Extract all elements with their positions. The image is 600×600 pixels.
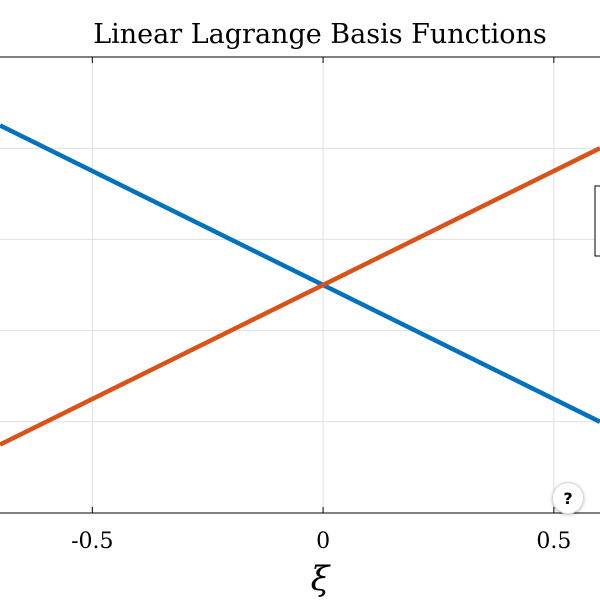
text: Linear Lagrange Basis Functions ξ -0.5 0 0… bbox=[71, 19, 571, 599]
x-tick-label-2: 0.5 bbox=[536, 529, 571, 554]
help-icon: ? bbox=[563, 488, 573, 508]
chart-title: Linear Lagrange Basis Functions bbox=[93, 19, 547, 50]
grid bbox=[0, 57, 600, 513]
series-line-1 bbox=[0, 146, 600, 447]
plot-lines bbox=[0, 123, 600, 447]
series-line-0 bbox=[0, 123, 600, 424]
x-tick-label-0: -0.5 bbox=[71, 529, 113, 554]
legend bbox=[594, 185, 600, 257]
x-axis-label: ξ bbox=[311, 559, 332, 599]
axes bbox=[0, 56, 600, 514]
x-tick-label-1: 0 bbox=[316, 529, 330, 554]
legend-box bbox=[594, 185, 600, 257]
help-button[interactable]: ? bbox=[552, 482, 584, 514]
